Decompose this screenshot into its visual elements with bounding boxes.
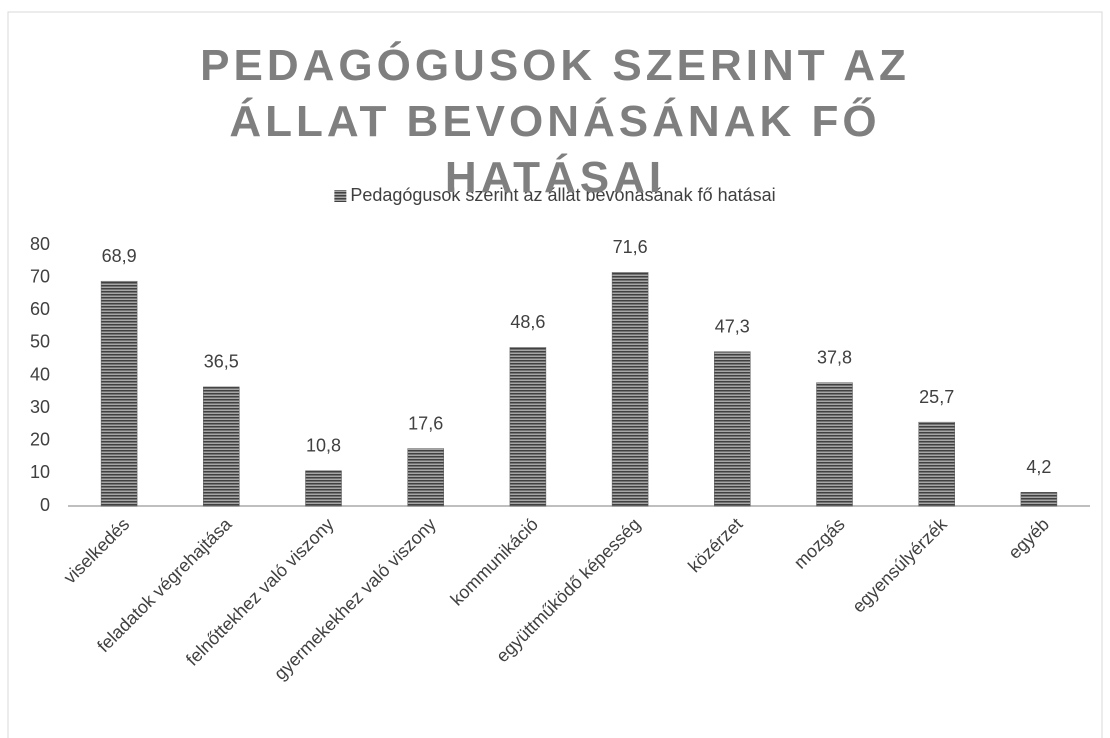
chart-title: PEDAGÓGUSOK SZERINT AZ ÁLLAT BEVONÁSÁNAK… xyxy=(200,41,910,202)
y-tick-label: 40 xyxy=(30,364,50,384)
y-tick-label: 0 xyxy=(40,495,50,515)
data-label: 71,6 xyxy=(613,237,648,257)
data-label: 4,2 xyxy=(1026,457,1051,477)
bar xyxy=(203,386,240,507)
bar xyxy=(611,272,649,507)
chart-border xyxy=(7,11,1103,738)
x-tick-label: gyermekekhez való viszony xyxy=(270,514,440,684)
y-tick-label: 70 xyxy=(30,266,50,286)
y-tick-label: 20 xyxy=(30,430,50,450)
legend-label: Pedagógusok szerint az állat bevonásának… xyxy=(350,185,775,205)
data-label: 10,8 xyxy=(306,436,341,456)
data-label: 68,9 xyxy=(102,246,137,266)
x-tick-label: egyéb xyxy=(1004,514,1053,563)
legend-swatch xyxy=(334,190,347,202)
y-tick-label: 80 xyxy=(30,234,50,254)
x-tick-label: egyensúlyérzék xyxy=(848,513,951,616)
bar xyxy=(918,421,955,507)
bar xyxy=(816,382,853,507)
x-tick-label: kommunikáció xyxy=(447,514,542,609)
y-tick-label: 50 xyxy=(30,332,50,352)
data-label: 17,6 xyxy=(408,413,443,433)
data-label: 37,8 xyxy=(817,347,852,367)
bar xyxy=(407,448,444,507)
bar xyxy=(305,470,342,507)
y-tick-label: 10 xyxy=(30,462,50,482)
data-label: 47,3 xyxy=(715,316,750,336)
x-tick-label: közérzet xyxy=(684,514,746,576)
bar xyxy=(509,347,547,507)
y-tick-label: 30 xyxy=(30,397,50,417)
x-tick-label: mozgás xyxy=(790,514,849,573)
bar xyxy=(1020,492,1058,507)
data-label: 25,7 xyxy=(919,387,954,407)
x-tick-label: viselkedés xyxy=(60,514,134,588)
data-label: 48,6 xyxy=(510,312,545,332)
data-label: 36,5 xyxy=(204,352,239,372)
bar xyxy=(100,280,138,507)
bar xyxy=(714,351,751,507)
y-tick-label: 60 xyxy=(30,299,50,319)
